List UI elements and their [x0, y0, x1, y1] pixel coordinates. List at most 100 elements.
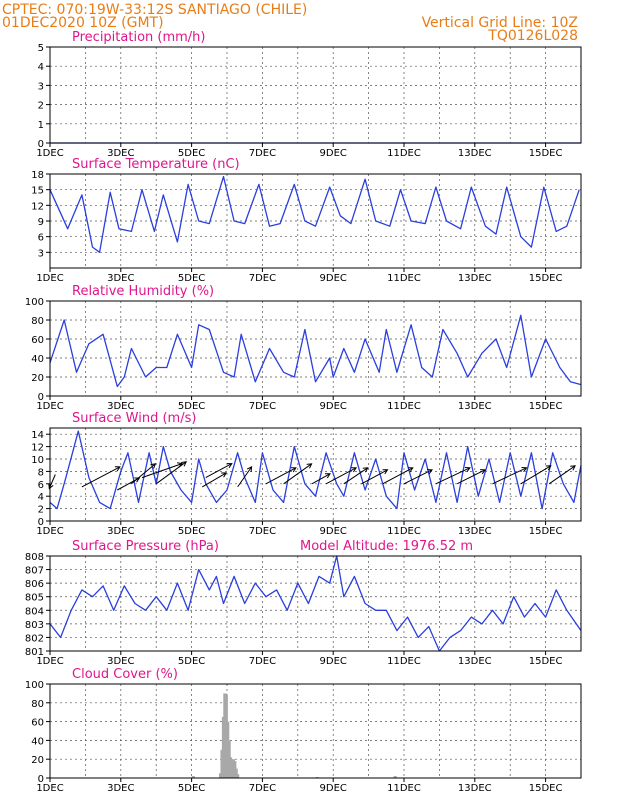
x-tick-label: 15DEC [529, 526, 563, 537]
wind-arrow-shaft [343, 467, 369, 485]
wind-line [49, 430, 582, 510]
x-tick-label: 13DEC [458, 656, 492, 667]
x-tick-label: 5DEC [178, 148, 205, 159]
y-tick-label: 15 [31, 186, 44, 197]
panel-cloud: 0 20 40 60 80 100 1DEC 3DEC 5DEC 7DEC 9DEC 11DEC 13D… [25, 667, 582, 794]
wind-arrow-head [150, 463, 157, 469]
wind-arrow-head [407, 467, 414, 473]
panel-title: Cloud Cover (%) [72, 667, 178, 682]
x-tick-label: 3DEC [107, 401, 134, 412]
wind-arrow-shaft [520, 465, 552, 485]
x-tick-label: 1DEC [36, 656, 63, 667]
wind-arrow-head [545, 465, 552, 471]
panel-title: Relative Humidity (%) [72, 284, 214, 299]
wind-arrow-head [134, 477, 141, 483]
y-tick-label: 0 [38, 517, 44, 528]
y-tick-label: 804 [25, 606, 44, 617]
wind-arrow-shaft [435, 467, 471, 485]
wind-arrow-head [382, 469, 389, 475]
wind-arrow-shaft [548, 465, 576, 485]
panel-frame [49, 555, 582, 652]
y-tick-label: 4 [38, 62, 44, 73]
wind-arrow-head [570, 465, 576, 471]
wind-arrow-shaft [283, 463, 312, 485]
x-tick-label: 13DEC [458, 148, 492, 159]
wind-arrow [361, 469, 389, 485]
x-tick-label: 5DEC [178, 783, 205, 794]
x-tick-label: 5DEC [178, 526, 205, 537]
wind-arrow [201, 472, 228, 488]
wind-arrow-head [114, 466, 121, 472]
x-tick-label: 11DEC [387, 273, 421, 284]
wind-arrow-head [426, 469, 433, 475]
wind-arrow-shaft [141, 463, 183, 479]
x-tick-label: 5DEC [178, 401, 205, 412]
panel-precip: 0 1 2 3 4 5 1DEC 3DEC 5DEC 7DEC 9DEC 11DEC 13DEC 15DE… [36, 30, 582, 159]
y-tick-label: 60 [31, 718, 44, 729]
panel-title: Precipitation (mm/h) [72, 30, 205, 45]
wind-arrow [325, 467, 358, 485]
y-tick-label: 9 [38, 217, 44, 228]
x-tick-label: 9DEC [320, 401, 347, 412]
y-tick-label: 80 [31, 699, 44, 710]
x-tick-label: 11DEC [387, 783, 421, 794]
wind-arrow-shaft [205, 463, 232, 479]
wind-arrow [456, 469, 487, 485]
wind-arrow [492, 467, 528, 485]
x-tick-label: 7DEC [249, 783, 276, 794]
wind-arrow-shaft [201, 472, 227, 488]
cloud-bar [236, 774, 240, 778]
x-tick-label: 7DEC [249, 526, 276, 537]
x-tick-label: 1DEC [36, 526, 63, 537]
x-tick-label: 9DEC [320, 656, 347, 667]
wind-arrow-head [48, 483, 54, 490]
cloud-bar [393, 776, 397, 778]
wind-arrow [343, 467, 369, 485]
wind-arrow [403, 469, 433, 485]
y-tick-label: 2 [38, 505, 44, 516]
y-tick-label: 1 [38, 120, 44, 131]
wind-arrow-head [351, 467, 358, 473]
pres-line [49, 555, 582, 652]
panel-frame [49, 427, 582, 522]
x-tick-label: 3DEC [107, 273, 134, 284]
wind-arrow [81, 466, 121, 488]
y-tick-label: 100 [25, 680, 44, 691]
wind-arrow [155, 461, 188, 485]
x-tick-label: 15DEC [529, 656, 563, 667]
wind-arrow-head [521, 467, 528, 473]
y-tick-label: 100 [25, 297, 44, 308]
wind-arrow [237, 466, 253, 488]
panel-frame [49, 300, 582, 397]
y-tick-label: 6 [38, 480, 44, 491]
wind-arrow [520, 465, 552, 485]
wind-arrow-shaft [131, 463, 156, 485]
wind-arrow [311, 473, 331, 485]
wind-arrow-head [306, 463, 313, 469]
x-tick-label: 13DEC [458, 401, 492, 412]
y-tick-label: 0 [38, 392, 44, 403]
y-tick-label: 802 [25, 633, 44, 644]
wind-arrow-head [226, 463, 233, 469]
wind-arrow-shaft [403, 469, 433, 485]
x-tick-label: 7DEC [249, 273, 276, 284]
panel-temp: 3 6 9 12 15 18 1DEC 3DEC 5DEC 7DEC 9DEC 11DEC 13DEC 1… [31, 157, 582, 284]
y-tick-label: 3 [38, 248, 44, 259]
wind-arrow-head [181, 461, 188, 467]
cloud-bar [191, 776, 195, 778]
model-altitude: Model Altitude: 1976.52 m [300, 539, 473, 554]
wind-arrow-shaft [492, 467, 527, 485]
y-tick-label: 3 [38, 81, 44, 92]
y-tick-label: 40 [31, 354, 44, 365]
panel-title: Surface Temperature (nC) [72, 157, 240, 172]
x-tick-label: 3DEC [107, 148, 134, 159]
y-tick-label: 806 [25, 579, 44, 590]
y-tick-label: 40 [31, 736, 44, 747]
y-tick-label: 0 [38, 774, 44, 785]
y-tick-label: 801 [25, 647, 44, 658]
panel-title: Surface Pressure (hPa) [72, 539, 219, 554]
wind-arrow [283, 463, 313, 485]
y-tick-label: 805 [25, 593, 44, 604]
grid-note: Vertical Grid Line: 10Z [422, 15, 578, 31]
